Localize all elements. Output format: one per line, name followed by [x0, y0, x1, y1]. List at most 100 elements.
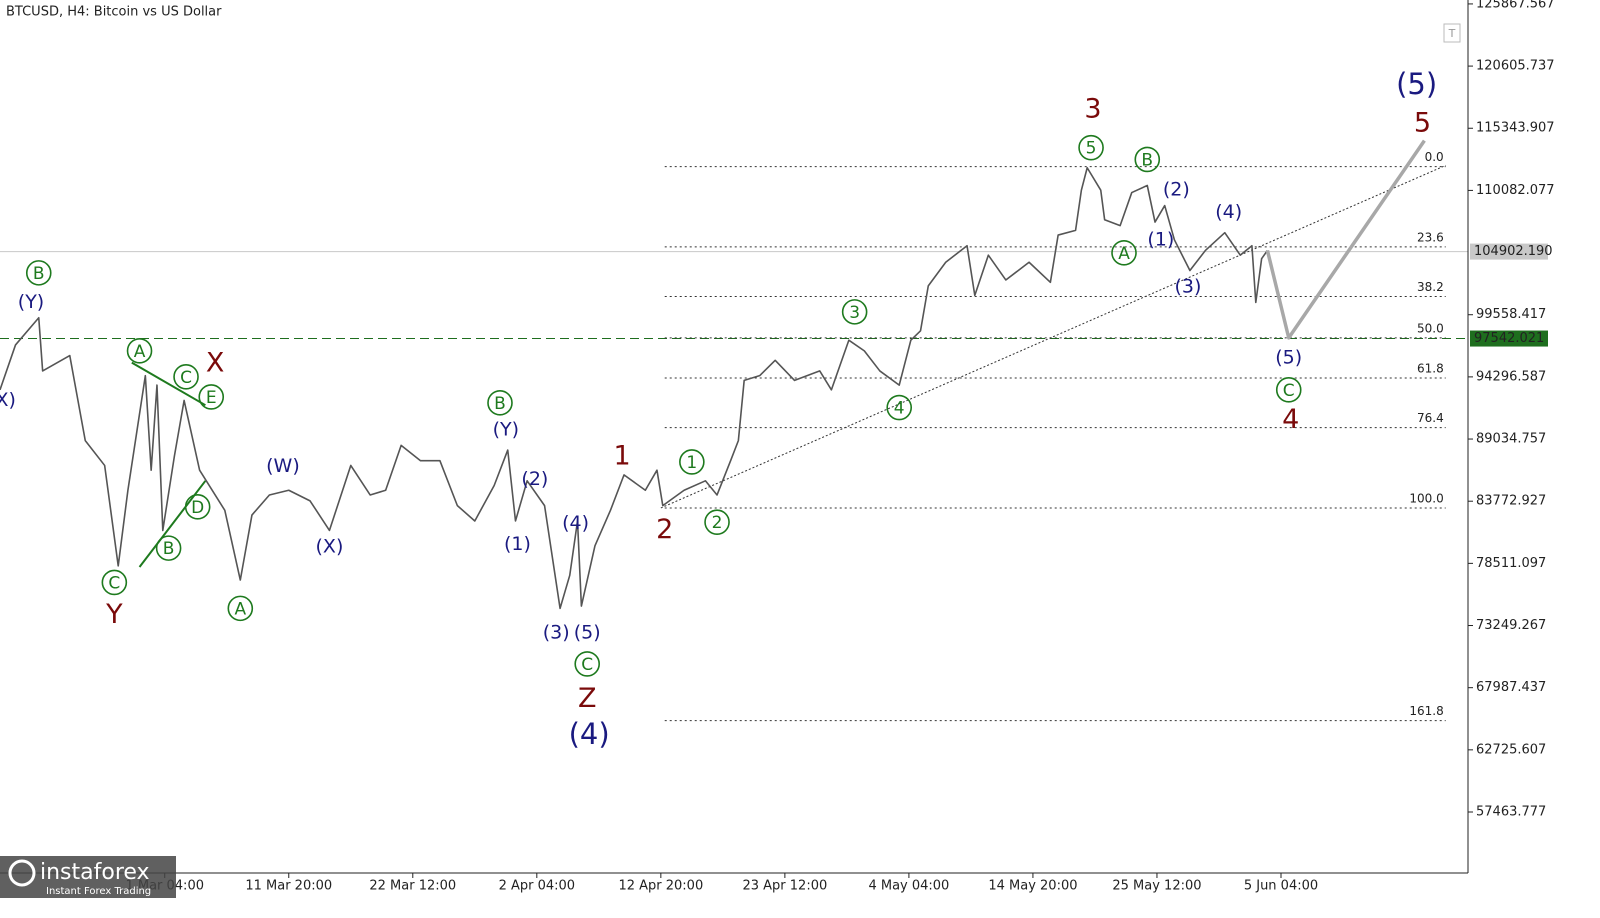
wave-label: (2)	[1163, 179, 1190, 201]
wave-label: (3)	[1175, 276, 1202, 298]
wave-label: Z	[578, 683, 597, 714]
axes: 125867.567 120605.737 115343.907 110082.077…	[125, 0, 1555, 894]
y-tick-label: 67987.437	[1476, 680, 1546, 695]
wave-label: (1)	[1147, 228, 1174, 250]
y-tick-label: 78511.097	[1476, 556, 1546, 571]
plot-area: 0.023.638.250.061.876.4100.0161.8BACEDBC…	[0, 67, 1468, 751]
wave-label: B	[33, 264, 45, 284]
wave-label: B	[494, 394, 506, 414]
y-tick-label: 94296.587	[1476, 369, 1546, 384]
x-tick-label: 11 Mar 20:00	[245, 879, 332, 894]
x-tick-label: 23 Apr 12:00	[742, 879, 827, 894]
wave-label: (Y)	[493, 419, 519, 441]
wave-label: (5)	[1396, 67, 1437, 101]
wave-label: 5	[1414, 108, 1431, 139]
wave-label: (2)	[521, 468, 548, 490]
wave-label: 1	[613, 441, 630, 472]
x-tick-label: 4 May 04:00	[868, 879, 949, 894]
wave-circle	[184, 493, 211, 520]
wave-label: B	[163, 539, 175, 559]
wave-circle	[841, 299, 868, 325]
wave-label: 3	[849, 303, 860, 323]
chart-title: BTCUSD, H4: Bitcoin vs US Dollar	[6, 5, 222, 20]
trend-line	[131, 361, 206, 407]
wave-circle	[1078, 134, 1104, 161]
wave-label: Y	[105, 599, 123, 630]
wave-circle	[487, 390, 513, 416]
y-tick-label: 57463.777	[1476, 804, 1546, 819]
x-tick-label: 5 Jun 04:00	[1244, 879, 1318, 894]
wave-label: (5)	[574, 622, 601, 644]
wave-label: A	[234, 599, 246, 619]
wave-label: 5	[1086, 139, 1097, 159]
wave-label: 4	[1282, 404, 1299, 435]
price-tag-label: 104902.190	[1474, 244, 1553, 259]
fib-label: 23.6	[1417, 230, 1444, 244]
y-tick-label: 89034.757	[1476, 432, 1546, 447]
fib-label: 50.0	[1417, 321, 1444, 335]
wave-circle	[198, 384, 225, 410]
wave-circle	[1275, 377, 1302, 403]
y-tick-label: 120605.737	[1476, 59, 1555, 74]
wave-label: E	[206, 388, 217, 408]
logo-tagline: Instant Forex Trading	[46, 886, 151, 897]
y-tick-label: 83772.927	[1476, 494, 1546, 509]
x-tick-label: 14 May 20:00	[988, 879, 1077, 894]
wave-label: X	[206, 347, 225, 378]
wave-label: (W)	[266, 455, 300, 477]
wave-circle	[227, 595, 254, 622]
toolbar-icon-glyph[interactable]: T	[1448, 27, 1456, 40]
wave-label: D	[191, 498, 204, 518]
wave-circle	[679, 449, 705, 475]
wave-label: (4)	[562, 512, 589, 534]
wave-label: (3)	[543, 622, 570, 644]
price-tag	[1470, 243, 1548, 260]
toolbar-icon[interactable]	[1443, 23, 1461, 43]
wave-label: (X)	[0, 389, 16, 411]
wave-label: 4	[894, 399, 905, 419]
x-tick-label: 2 Apr 04:00	[499, 879, 576, 894]
x-tick-label: 22 Mar 12:00	[369, 879, 456, 894]
fib-label: 76.4	[1417, 411, 1444, 425]
wave-circle	[704, 509, 730, 535]
projection-line	[1265, 139, 1426, 340]
wave-label: B	[1141, 150, 1153, 170]
wave-circle	[1111, 240, 1137, 266]
wave-label: C	[180, 368, 192, 388]
y-tick-label: 110082.077	[1476, 183, 1555, 198]
wave-circle	[574, 651, 601, 677]
wave-label: 3	[1084, 93, 1101, 124]
wave-label: 2	[656, 514, 673, 545]
fib-label: 38.2	[1417, 280, 1444, 294]
wave-label: (X)	[316, 535, 344, 557]
wave-label: (1)	[504, 533, 531, 555]
price-tag-label: 97542.021	[1474, 331, 1544, 346]
logo-icon	[8, 859, 36, 887]
fib-label: 61.8	[1417, 362, 1444, 376]
fib-label: 0.0	[1425, 150, 1444, 164]
wave-circle	[155, 535, 182, 561]
wave-circle	[173, 364, 199, 390]
fib-label: 100.0	[1409, 491, 1443, 505]
wave-label: A	[1118, 244, 1130, 264]
logo: instaforex Instant Forex Trading	[0, 856, 176, 898]
y-tick-label: 115343.907	[1476, 121, 1555, 136]
y-tick-label: 73249.267	[1476, 618, 1546, 633]
wave-label: (4)	[569, 717, 610, 751]
price-line-series	[0, 166, 1269, 610]
y-tick-label: 99558.417	[1476, 307, 1546, 322]
wave-label: C	[108, 573, 120, 593]
wave-circle	[1134, 146, 1161, 173]
wave-circle	[101, 569, 128, 596]
wave-circle	[126, 338, 153, 364]
wave-label: (Y)	[18, 291, 44, 313]
wave-label: C	[1283, 381, 1295, 401]
wave-label: 1	[686, 453, 697, 473]
wave-label: 2	[712, 513, 723, 533]
wave-circle	[886, 394, 913, 421]
fib-label: 161.8	[1409, 704, 1443, 718]
trend-line	[660, 164, 1446, 509]
x-tick-label: 12 Apr 20:00	[618, 879, 703, 894]
